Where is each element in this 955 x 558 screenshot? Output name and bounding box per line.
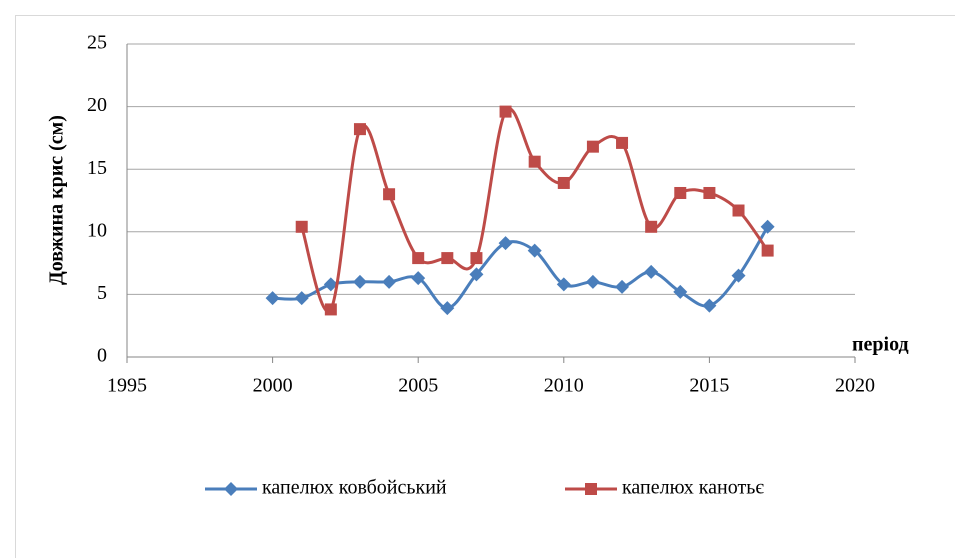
marker bbox=[295, 220, 308, 233]
x-tick-label: 2000 bbox=[253, 375, 293, 397]
x-tick-label: 2020 bbox=[835, 375, 875, 397]
marker bbox=[760, 219, 775, 234]
marker bbox=[703, 186, 716, 199]
marker bbox=[674, 186, 687, 199]
chart-frame bbox=[15, 15, 955, 558]
marker bbox=[732, 204, 745, 217]
marker bbox=[440, 301, 455, 316]
marker bbox=[673, 284, 688, 299]
marker bbox=[731, 268, 746, 283]
series-line bbox=[272, 226, 769, 310]
legend-label: капелюх канотьє bbox=[622, 477, 764, 499]
marker bbox=[761, 244, 774, 257]
marker bbox=[586, 140, 599, 153]
marker bbox=[469, 267, 484, 282]
marker bbox=[616, 136, 629, 149]
marker bbox=[499, 105, 512, 118]
legend-marker bbox=[224, 482, 238, 496]
marker bbox=[411, 271, 426, 286]
y-tick-label: 15 bbox=[87, 157, 107, 179]
marker bbox=[527, 243, 542, 258]
marker bbox=[323, 277, 338, 292]
marker bbox=[645, 220, 658, 233]
marker bbox=[352, 274, 367, 289]
marker bbox=[470, 252, 483, 265]
marker bbox=[498, 236, 513, 251]
y-tick-label: 0 bbox=[97, 345, 107, 367]
x-tick-label: 2005 bbox=[398, 375, 438, 397]
y-tick-label: 20 bbox=[87, 94, 107, 116]
marker bbox=[644, 264, 659, 279]
marker bbox=[353, 123, 366, 136]
x-axis-label: період bbox=[852, 334, 909, 356]
marker bbox=[557, 176, 570, 189]
marker bbox=[324, 303, 337, 316]
x-tick-label: 2010 bbox=[544, 375, 584, 397]
y-axis-label: Довжина крис (см) bbox=[46, 115, 68, 285]
marker bbox=[383, 188, 396, 201]
marker bbox=[441, 252, 454, 265]
marker bbox=[528, 155, 541, 168]
marker bbox=[702, 298, 717, 313]
y-tick-label: 25 bbox=[87, 32, 107, 54]
x-tick-label: 1995 bbox=[107, 375, 147, 397]
marker bbox=[556, 277, 571, 292]
x-tick-label: 2015 bbox=[689, 375, 729, 397]
marker bbox=[585, 274, 600, 289]
y-tick-label: 5 bbox=[97, 282, 107, 304]
marker bbox=[615, 279, 630, 294]
marker bbox=[412, 252, 425, 265]
y-tick-label: 10 bbox=[87, 219, 107, 241]
legend-marker bbox=[585, 483, 597, 495]
marker bbox=[265, 291, 280, 306]
marker bbox=[382, 274, 397, 289]
legend-label: капелюх ковбойський bbox=[262, 477, 447, 499]
marker bbox=[294, 291, 309, 306]
